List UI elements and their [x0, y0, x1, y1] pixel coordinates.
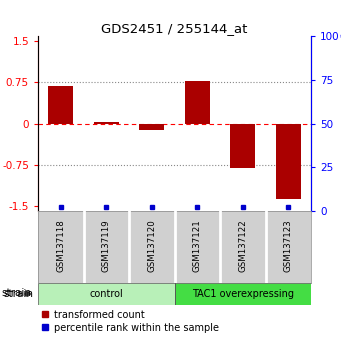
Text: control: control — [89, 289, 123, 299]
Text: GSM137119: GSM137119 — [102, 219, 111, 272]
Bar — [139, 124, 164, 130]
Bar — [185, 81, 210, 124]
Text: GSM137118: GSM137118 — [56, 219, 65, 272]
Text: TAC1 overexpressing: TAC1 overexpressing — [192, 289, 294, 299]
Text: strain: strain — [2, 288, 32, 298]
Text: GSM137121: GSM137121 — [193, 219, 202, 272]
Text: GSM137123: GSM137123 — [284, 219, 293, 272]
Text: GSM137122: GSM137122 — [238, 219, 247, 272]
Bar — [94, 122, 119, 124]
Text: strain: strain — [3, 289, 33, 299]
Bar — [276, 124, 301, 199]
Bar — [38, 283, 175, 305]
Text: GSM137120: GSM137120 — [147, 219, 156, 272]
Bar — [48, 86, 73, 124]
Bar — [230, 124, 255, 169]
Bar — [175, 283, 311, 305]
Title: GDS2451 / 255144_at: GDS2451 / 255144_at — [101, 22, 248, 35]
Legend: transformed count, percentile rank within the sample: transformed count, percentile rank withi… — [41, 310, 219, 333]
